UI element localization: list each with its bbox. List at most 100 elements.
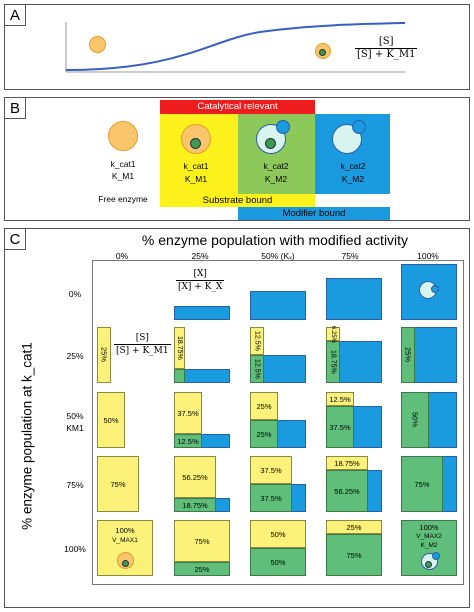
cell-r3c2-yellow	[250, 456, 292, 484]
cell-r4c1-top: 75%	[194, 536, 210, 546]
cell-r2c0-label: 50%	[103, 415, 119, 425]
cell-r4c1-bot: 25%	[194, 564, 210, 574]
cell-r1c2-bot: 12.5%	[253, 359, 261, 379]
cell-r2c2-bot: 25%	[256, 429, 272, 439]
cell-r1c0	[97, 327, 111, 383]
cell-r1c3-green	[326, 341, 340, 383]
cell-r3c2-top: 37.5%	[260, 465, 282, 475]
substrate-r4c4	[425, 561, 432, 568]
cell-r4c1-yellow	[174, 520, 230, 562]
cell-r3c1-bot: 18.75%	[182, 500, 208, 510]
cell-r4c3-bot: 75%	[346, 550, 362, 560]
modifier-bound-bar	[238, 207, 390, 220]
row-header-1: 25%	[66, 351, 84, 361]
cell-r4c3-green	[326, 534, 382, 576]
free-enzyme-circle	[89, 36, 106, 53]
cell-r2c3-green	[326, 406, 354, 448]
panel-c-label: C	[4, 228, 26, 250]
free-kcat: k_cat1	[110, 159, 136, 169]
cell-r4c2-top: 50%	[270, 529, 286, 539]
cell-r2c2-top: 25%	[256, 401, 272, 411]
modifier-icon-2	[352, 120, 366, 134]
mod-km: K_M2	[341, 174, 365, 184]
fraction-s: [S] [S] + K_M1	[114, 333, 171, 356]
row-header-0: 0%	[68, 289, 82, 299]
both-km: K_M2	[264, 174, 288, 184]
cell-r0c3	[326, 278, 382, 320]
cell-r0c2	[250, 291, 306, 320]
modifier-r0c4	[431, 285, 439, 293]
fraction-x: [X] [X] + K_X	[176, 269, 225, 292]
free-enzyme-icon	[108, 121, 138, 151]
cell-r2c3-yellow	[326, 392, 354, 406]
cell-r3c3-green	[326, 470, 368, 512]
cell-r3c3-top: 18.75%	[334, 458, 360, 468]
cell-r3c0	[97, 456, 139, 512]
cell-r4c4-b: V_MAX2	[416, 532, 442, 540]
cell-r4c4-c: K_M2	[420, 541, 438, 549]
cell-r3c1-top: 56.25%	[182, 472, 208, 482]
cell-r4c0-a: 100%	[115, 525, 135, 535]
cell-r2c4-green	[401, 392, 429, 448]
cell-r1c2-green	[250, 355, 264, 383]
panel-a-fraction: [S] [S] + K_M1	[355, 36, 418, 60]
row-header-2b: KM1	[66, 423, 84, 433]
cell-r3c4-label: 75%	[414, 479, 430, 489]
cell-r1c3-bot: 18.75%	[329, 350, 337, 374]
cell-r4c4-a: 100%	[419, 522, 439, 532]
row-header-4: 100%	[64, 544, 86, 554]
panel-a-label: A	[4, 4, 26, 26]
cell-r3c3-yellow	[326, 456, 368, 470]
cell-r2c2-green	[250, 420, 278, 448]
panel-c-top-title: % enzyme population with modified activi…	[141, 232, 409, 248]
cell-r3c4-green	[401, 456, 443, 512]
cell-r2c4-label: 50%	[410, 412, 420, 428]
substrate-dot	[319, 49, 326, 56]
cell-r3c1-green	[174, 498, 216, 512]
sub-kcat: k_cat1	[183, 161, 209, 171]
cell-r3c1-yellow	[174, 456, 216, 498]
cell-r1c2-top: 12.5%	[253, 331, 261, 351]
cell-r1c1-top: 18.75%	[176, 336, 183, 360]
row-header-2a: 50%	[66, 411, 84, 421]
col-header-0: 0%	[115, 251, 129, 261]
substrate-r4c0	[122, 560, 129, 567]
cell-r1c4-green	[401, 327, 415, 383]
col-header-3: 75%	[341, 251, 359, 261]
cell-r2c3-bot: 37.5%	[329, 422, 351, 432]
col-header-4: 100%	[417, 251, 439, 261]
cell-r2c0	[97, 392, 125, 448]
free-enzyme-label: Free enzyme	[98, 194, 148, 204]
cell-r0c1	[174, 306, 230, 320]
cell-r1c0-label: 25%	[99, 347, 109, 363]
substrate-bound-bar	[160, 194, 315, 207]
mod-kcat: k_cat2	[340, 161, 366, 171]
catalytical-relevant-bar	[160, 100, 315, 114]
substrate-bound-label: Substrate bound	[202, 195, 273, 206]
cell-r4c2-green	[250, 548, 306, 576]
cell-r3c2-green	[250, 484, 292, 512]
panel-a	[4, 4, 470, 90]
cell-r3c2-bot: 37.5%	[260, 493, 282, 503]
cell-r1c4-label: 25%	[403, 347, 413, 363]
cell-r4c2-yellow	[250, 520, 306, 548]
cell-r2c2-yellow	[250, 392, 278, 420]
cell-r3c3-bot: 56.25%	[334, 486, 360, 496]
panel-b-label: B	[4, 97, 26, 119]
cell-r1c2-yellow	[250, 327, 264, 355]
cell-r4c0-b: V_MAX1	[112, 536, 138, 544]
cell-r1c1-yellow	[174, 327, 185, 369]
cell-r2c3-top: 12.5%	[329, 394, 351, 404]
cell-r2c1-top: 37.5%	[177, 408, 199, 418]
cell-r4c3-yellow	[326, 520, 382, 534]
col-header-1: 25%	[191, 251, 209, 261]
substrate-icon	[190, 138, 201, 149]
sigmoid-curve	[65, 22, 406, 71]
row-header-3: 75%	[66, 480, 84, 490]
cell-r4c1-green	[174, 562, 230, 576]
cell-r1c3-yellow	[326, 327, 340, 341]
free-km: K_M1	[111, 171, 135, 181]
cell-r1c1-green	[174, 369, 185, 383]
panel-c-side-title: % enzyme population at k_cat1	[19, 342, 35, 530]
cell-r1c3-top: 6.25%	[330, 325, 336, 343]
